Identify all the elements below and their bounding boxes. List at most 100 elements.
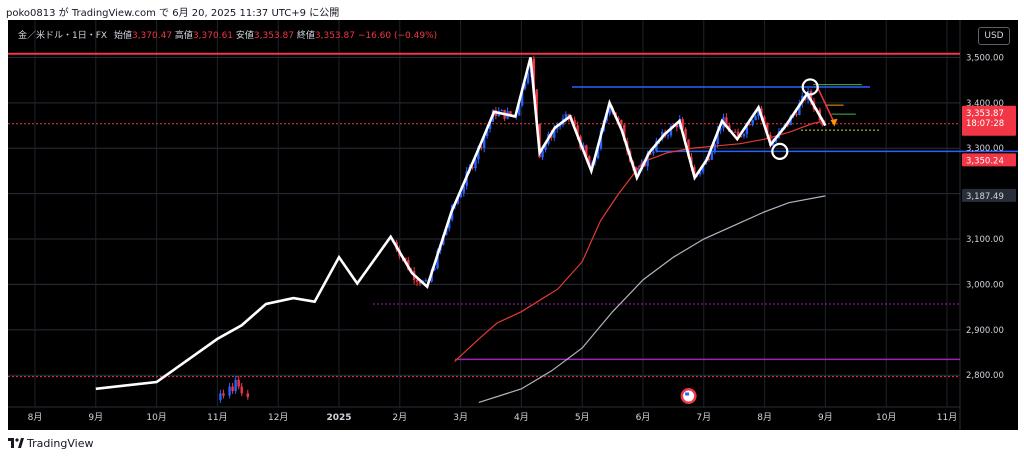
publish-header: poko0813 が TradingView.com で 6月 20, 2025… [0,0,1024,20]
price-tick-label: 3,300.00 [966,144,1004,154]
candle-body [681,119,684,129]
price-tick-label: 3,500.00 [966,53,1004,63]
candle-body [415,279,419,282]
candle-body [693,167,696,176]
price-badge-secondary-text: 3,350.24 [966,156,1004,166]
candle-body [474,159,477,169]
low-value: 3,353.87 [253,31,294,41]
candle-body [436,250,439,269]
candle-body [404,257,407,261]
time-tick-label: 11月 [937,412,957,423]
candle-body [736,131,740,136]
price-tick-label: 3,100.00 [966,235,1004,245]
close-label: 終値 [296,31,315,41]
time-tick-label: 10月 [876,412,896,423]
price-tick-label: 3,400.00 [966,99,1004,109]
moving-average-long [478,195,826,404]
candle-body [488,121,492,129]
change-value: −16.60 (−0.49%) [357,31,438,41]
candle-body [757,108,760,116]
time-tick-label: 12月 [268,412,288,423]
candle-body [222,393,225,396]
candle-body [558,124,562,127]
us-flag-canton [685,392,690,396]
symbol-name[interactable]: 金／米ドル・1日・FX [18,31,108,41]
chart-pane[interactable]: 3,500.003,400.003,300.003,200.003,100.00… [8,20,1018,430]
candle-body [582,145,585,149]
candle-body [771,141,775,146]
candle-body [456,197,460,204]
ohlc-legend: 金／米ドル・1日・FX 始値3,370.47 高値3,370.61 安値3,35… [18,28,437,41]
candle-body [500,109,503,112]
candle-body [763,116,766,124]
candle-body [482,136,486,148]
candle-body [588,156,591,166]
last-price-badge-text: 3,353.87 [966,109,1004,119]
high-value: 3,370.61 [192,31,234,41]
candle-body [754,115,757,120]
price-tick-label: 3,000.00 [966,280,1004,290]
currency-button[interactable]: USD [978,27,1010,45]
open-value: 3,370.47 [131,31,173,41]
price-axis: 3,500.003,400.003,300.003,200.003,100.00… [966,53,1004,381]
candle-body [576,125,579,137]
chart-canvas[interactable]: 3,500.003,400.003,300.003,200.003,100.00… [8,20,1018,430]
candle-body [462,185,465,193]
candle-body [526,72,530,83]
candle-body [240,386,243,394]
candle-body [447,219,451,229]
candle-body [573,120,576,126]
candle-body [713,143,716,153]
time-tick-label: 9月 [88,412,103,423]
candle-body [459,192,463,198]
candle-body [418,281,422,284]
candle-body [707,159,711,161]
candle-body [666,135,670,137]
time-tick-label: 2月 [392,412,407,423]
time-tick-label: 8月 [757,412,772,423]
time-tick-label: 10月 [146,412,166,423]
candle-body [585,145,588,157]
candle-body [237,379,240,387]
candle-body [742,133,746,137]
time-tick-label: 7月 [696,412,711,423]
candle-body [535,89,538,124]
time-tick-label: 4月 [514,412,529,423]
price-tick-label: 2,900.00 [966,326,1004,336]
gridlines [8,20,960,407]
candle-body [485,128,489,137]
tradingview-brand: TradingView [27,437,94,450]
candle-body [246,393,249,398]
candle-body [733,131,737,133]
candle-body [809,91,813,102]
candle-body [623,124,626,142]
candle-body [766,123,769,135]
candle-body [231,386,234,392]
candle-body [719,128,722,131]
candle-body [701,164,705,172]
candle-body [480,146,483,148]
tradingview-logo-icon [8,438,24,448]
open-label: 始値 [113,31,132,41]
arrow-line [815,84,836,124]
last-price-badge-text: 18:07:28 [966,119,1004,129]
time-tick-label: 9月 [818,412,833,423]
arrow-head-icon [830,118,838,127]
candle-body [228,386,231,396]
candle-body [219,393,222,401]
candle-body [716,130,719,144]
time-tick-label: 5月 [575,412,590,423]
candle-body [698,171,702,175]
candle-body [608,107,611,115]
price-badge-secondary [962,153,1016,167]
horizontal-lines [8,52,1018,378]
moving-average-badge [962,188,1016,202]
time-tick-label: 8月 [28,412,43,423]
candle-body [684,128,687,140]
candle-body [617,118,620,121]
candle-body [433,268,436,270]
close-value: 3,353.87 [314,31,355,41]
candle-body [675,124,679,128]
highlight-circle [801,78,819,96]
price-tick-label: 2,800.00 [966,371,1004,381]
